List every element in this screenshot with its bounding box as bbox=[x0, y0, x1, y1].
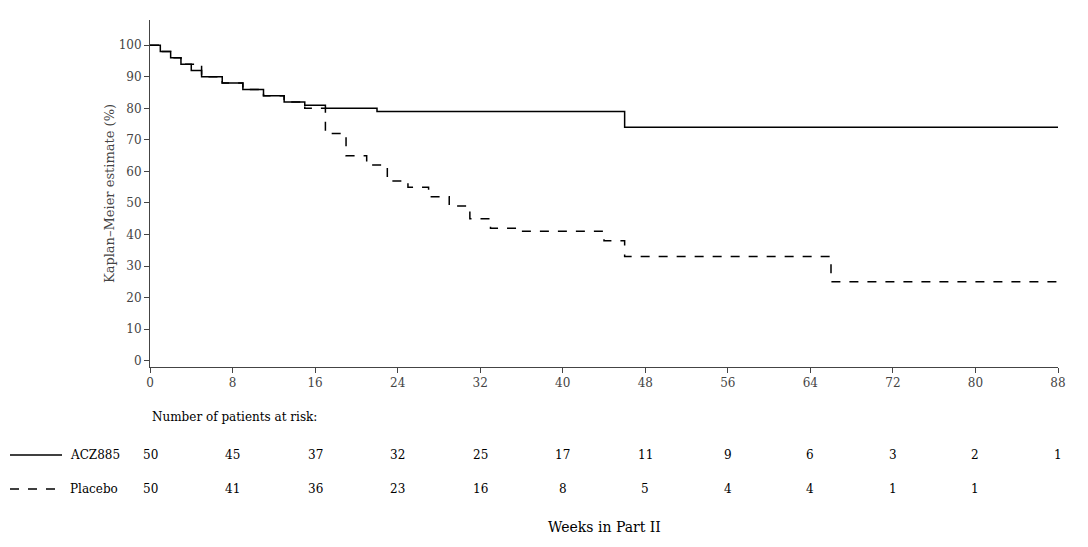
svg-text:6: 6 bbox=[806, 448, 814, 462]
svg-text:1: 1 bbox=[1054, 448, 1062, 462]
svg-text:48: 48 bbox=[638, 376, 653, 390]
svg-text:Placebo: Placebo bbox=[70, 482, 118, 496]
svg-text:1: 1 bbox=[889, 482, 897, 496]
svg-text:Kaplan–Meier estimate (%): Kaplan–Meier estimate (%) bbox=[102, 104, 117, 283]
svg-text:32: 32 bbox=[473, 376, 488, 390]
svg-text:20: 20 bbox=[126, 291, 141, 305]
svg-text:36: 36 bbox=[308, 482, 323, 496]
svg-text:37: 37 bbox=[308, 448, 323, 462]
svg-text:45: 45 bbox=[225, 448, 240, 462]
svg-text:50: 50 bbox=[143, 482, 158, 496]
svg-text:Weeks in Part II: Weeks in Part II bbox=[548, 519, 661, 535]
svg-text:8: 8 bbox=[229, 376, 237, 390]
svg-text:0: 0 bbox=[134, 354, 142, 368]
svg-text:17: 17 bbox=[555, 448, 570, 462]
svg-text:Number of patients at risk:: Number of patients at risk: bbox=[152, 410, 317, 424]
svg-text:3: 3 bbox=[889, 448, 897, 462]
svg-text:80: 80 bbox=[126, 102, 141, 116]
svg-text:24: 24 bbox=[390, 376, 406, 390]
svg-text:5: 5 bbox=[641, 482, 649, 496]
svg-text:11: 11 bbox=[638, 448, 653, 462]
svg-text:41: 41 bbox=[225, 482, 240, 496]
svg-text:90: 90 bbox=[126, 70, 141, 84]
svg-text:100: 100 bbox=[119, 38, 142, 52]
svg-text:0: 0 bbox=[146, 376, 154, 390]
svg-text:72: 72 bbox=[885, 376, 900, 390]
svg-text:4: 4 bbox=[724, 482, 732, 496]
svg-text:40: 40 bbox=[126, 228, 141, 242]
svg-text:9: 9 bbox=[724, 448, 732, 462]
svg-text:70: 70 bbox=[126, 133, 141, 147]
svg-text:1: 1 bbox=[971, 482, 979, 496]
svg-text:4: 4 bbox=[806, 482, 814, 496]
svg-text:10: 10 bbox=[126, 322, 141, 336]
svg-text:64: 64 bbox=[803, 376, 819, 390]
svg-text:80: 80 bbox=[968, 376, 983, 390]
svg-text:16: 16 bbox=[473, 482, 488, 496]
svg-text:60: 60 bbox=[126, 165, 141, 179]
svg-text:40: 40 bbox=[555, 376, 570, 390]
svg-text:2: 2 bbox=[971, 448, 979, 462]
svg-text:50: 50 bbox=[143, 448, 158, 462]
svg-text:23: 23 bbox=[390, 482, 405, 496]
svg-text:16: 16 bbox=[307, 376, 322, 390]
svg-text:8: 8 bbox=[559, 482, 567, 496]
svg-text:25: 25 bbox=[473, 448, 488, 462]
svg-text:32: 32 bbox=[390, 448, 405, 462]
svg-text:50: 50 bbox=[126, 196, 141, 210]
svg-text:88: 88 bbox=[1050, 376, 1065, 390]
svg-text:ACZ885: ACZ885 bbox=[70, 448, 120, 462]
svg-text:56: 56 bbox=[720, 376, 735, 390]
svg-text:30: 30 bbox=[126, 259, 141, 273]
